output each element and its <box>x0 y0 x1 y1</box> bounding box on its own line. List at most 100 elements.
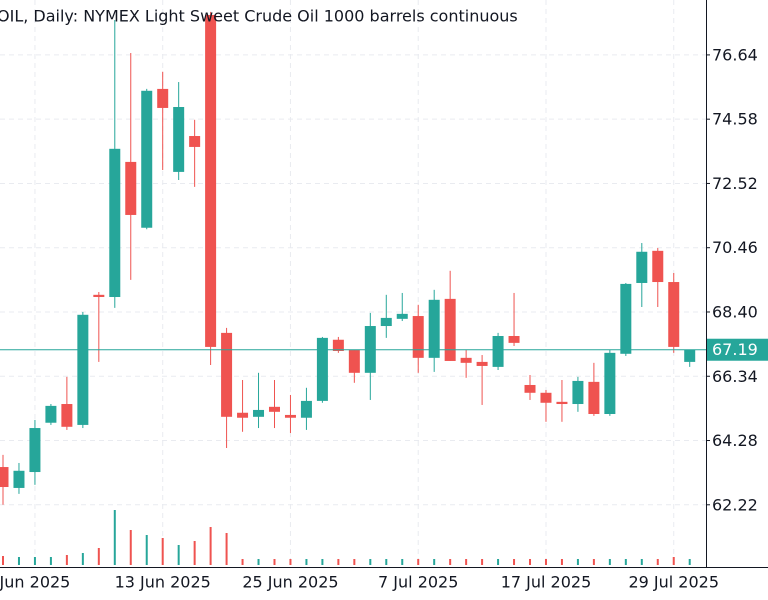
volume-bar <box>241 559 244 565</box>
volume-bar <box>640 559 643 565</box>
volume-bar <box>656 559 659 565</box>
volume-bar <box>560 559 563 565</box>
volume-bar <box>97 548 100 565</box>
volume-bar <box>289 559 292 565</box>
candle-body <box>396 313 408 319</box>
candle-body <box>45 405 57 423</box>
candle-body <box>492 336 504 367</box>
candle-body <box>13 470 25 488</box>
volume-bar <box>113 510 116 565</box>
volume-bar <box>305 559 308 565</box>
axes: 62.22 64.28 66.34 68.40 70.46 72.52 74.58 76.64… <box>0 45 768 592</box>
candle-body <box>284 414 296 418</box>
volume-bar <box>369 559 372 565</box>
y-tick-label: 76.64 <box>712 45 758 64</box>
candle-body <box>300 400 312 418</box>
candle-body <box>205 14 217 347</box>
candle-body <box>556 401 568 405</box>
volume-bar <box>624 559 627 565</box>
volume-bar <box>193 541 196 565</box>
candle-body <box>109 148 121 298</box>
volume-bar <box>672 557 675 565</box>
volume-bar <box>321 559 324 565</box>
volume-bar <box>161 538 164 565</box>
volume-bar <box>385 559 388 565</box>
x-tick-label: Jun 2025 <box>0 573 70 592</box>
candle-body <box>540 392 552 403</box>
last-price-label: 67.19 <box>712 340 758 359</box>
x-tick-label: 29 Jul 2025 <box>628 573 719 592</box>
candle-body <box>141 90 153 228</box>
candle-body <box>29 428 41 473</box>
volume-bar <box>497 559 500 565</box>
candle-body <box>620 283 632 354</box>
volume-bar <box>688 559 691 565</box>
volume-bar <box>273 559 276 565</box>
volume-bar <box>65 555 68 565</box>
volume-bar <box>337 559 340 565</box>
volume-bar <box>2 556 4 565</box>
volume-bar <box>33 557 36 565</box>
x-tick-label: 17 Jul 2025 <box>501 573 592 592</box>
volume-bar <box>49 557 52 565</box>
candle-body <box>157 88 169 108</box>
volume-bar <box>177 545 180 565</box>
volume-bar <box>465 559 468 565</box>
candle-body <box>0 467 9 488</box>
volume-bar <box>353 559 356 565</box>
volume-bar <box>576 559 579 565</box>
y-tick-label: 70.46 <box>712 238 758 257</box>
candle-body <box>604 352 616 415</box>
volume-bar <box>129 530 132 565</box>
candle-body <box>380 317 392 327</box>
candle-body <box>412 316 424 358</box>
candle-body <box>668 282 680 347</box>
volume-pane <box>2 510 691 565</box>
candle-body <box>524 384 536 393</box>
volume-bar <box>145 535 148 565</box>
volume-bar <box>417 559 420 565</box>
candle-body <box>348 350 360 373</box>
candle-body <box>125 161 137 215</box>
candle-body <box>237 412 249 418</box>
volume-bar <box>209 527 212 565</box>
y-tick-label: 64.28 <box>712 431 758 450</box>
candle-body <box>444 298 456 361</box>
candle-body <box>636 251 648 283</box>
candle-body <box>684 349 696 362</box>
chart-title: OIL, Daily: NYMEX Light Sweet Crude Oil … <box>0 7 518 26</box>
volume-bar <box>449 559 452 565</box>
volume-bar <box>225 533 228 565</box>
candle-body <box>476 361 488 366</box>
candle-body <box>189 136 201 147</box>
candle-body <box>588 381 600 415</box>
x-tick-label: 25 Jun 2025 <box>242 573 338 592</box>
volume-bar <box>481 559 484 565</box>
y-tick-label: 68.40 <box>712 302 758 321</box>
candle-body <box>173 107 185 172</box>
candle-body <box>460 357 472 363</box>
x-tick-label: 13 Jun 2025 <box>115 573 211 592</box>
candle-body <box>253 409 265 417</box>
candle-body <box>221 332 233 417</box>
volume-bar <box>81 553 84 565</box>
candle-body <box>61 404 73 427</box>
candle-body <box>428 299 440 358</box>
candle-body <box>316 337 328 401</box>
candle-body <box>572 380 584 405</box>
candle-body <box>77 314 89 425</box>
x-tick-label: 7 Jul 2025 <box>378 573 458 592</box>
candle-body <box>508 336 520 343</box>
candle-body <box>652 250 664 283</box>
volume-bar <box>544 559 547 565</box>
volume-bar <box>608 559 611 565</box>
volume-bar <box>592 559 595 565</box>
volume-bar <box>17 557 20 565</box>
last-price-badge <box>707 338 768 361</box>
volume-bar <box>257 559 260 565</box>
y-tick-label: 62.22 <box>712 495 758 514</box>
volume-bar <box>433 559 436 565</box>
candle-body <box>93 294 105 298</box>
